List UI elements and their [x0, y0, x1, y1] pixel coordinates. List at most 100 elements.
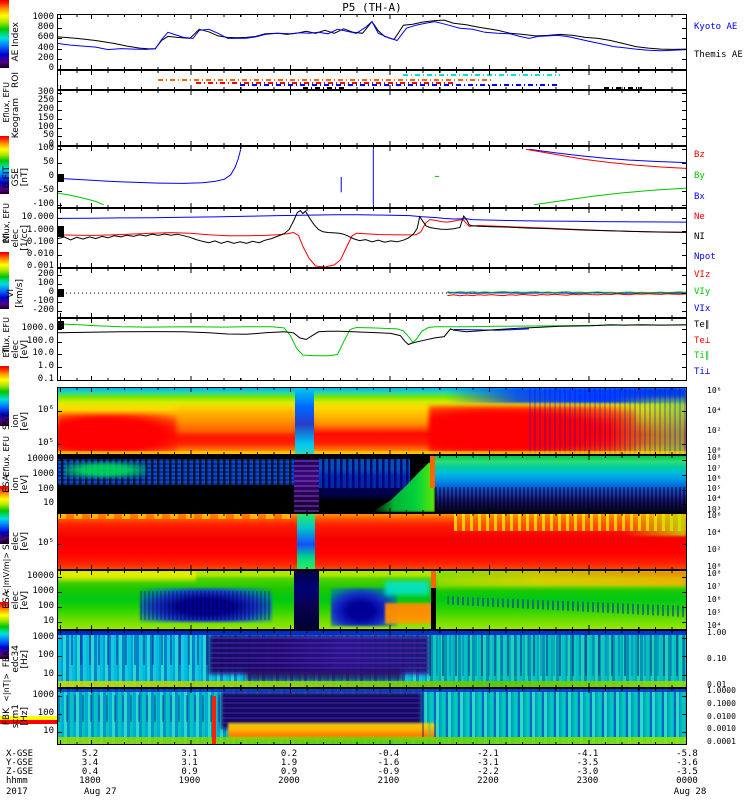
x-tick-marks — [58, 209, 686, 213]
y-tick-mark — [58, 58, 62, 60]
ytick-label: 100 — [37, 143, 54, 154]
y-tick-mark — [58, 118, 62, 120]
lineplot-vi — [58, 291, 686, 297]
series-NI — [58, 209, 686, 244]
y-tick-mark — [58, 460, 62, 462]
x-tick-marks — [58, 91, 686, 93]
y-tick-mark — [682, 713, 686, 715]
legend-Ne: Ne — [694, 212, 705, 222]
ylabel-line: [eV] — [19, 532, 30, 551]
ephemeris-value: 0.4 — [81, 767, 99, 777]
y-tick-mark — [682, 695, 686, 697]
y-tick-mark — [58, 504, 62, 506]
y-tick-mark — [682, 674, 686, 676]
colorbar-tick-label: 0.1000 — [707, 698, 736, 708]
ytick-label: 100 — [37, 707, 54, 718]
y-tick-mark — [58, 48, 62, 50]
ephemeris-value: -2.2 — [477, 767, 499, 777]
colorbar-tick-label: 0.0001 — [707, 736, 736, 746]
y-tick-mark — [58, 713, 62, 715]
y-tick-mark — [682, 118, 686, 120]
ytick-label: 50 — [43, 130, 54, 141]
x-tick-marks — [58, 685, 686, 687]
heatmap-feature — [428, 633, 686, 685]
ytick-label: 1000.0 — [21, 322, 54, 333]
series-Npot — [58, 214, 686, 223]
ytick-label: 10000 — [26, 570, 54, 581]
ephemeris-value: 0.9 — [280, 767, 298, 777]
ylabel-line: [1/cc] — [19, 225, 30, 251]
date-end-label: Aug 28 — [673, 787, 707, 797]
colorbar-tick-label: 1.00 — [707, 628, 727, 638]
y-tick-mark — [682, 48, 686, 50]
y-tick-mark — [682, 101, 686, 103]
ytick-label: 1000 — [32, 631, 54, 642]
heatmap-feature — [139, 588, 272, 623]
heatmap-feature — [428, 633, 686, 676]
ephemeris-value: -0.4 — [377, 749, 400, 759]
heatmap-feature — [422, 691, 686, 738]
ytick-label: 10 — [43, 668, 54, 679]
y-tick-mark — [58, 328, 62, 330]
legend-By: By — [694, 171, 705, 181]
legend-VIz: VIz — [694, 270, 711, 281]
ephemeris-value: -3.0 — [576, 767, 599, 777]
heatmap-feature — [212, 695, 217, 744]
x-tick-marks — [58, 689, 686, 691]
ytick-label: 600 — [37, 32, 54, 43]
y-tick-mark — [682, 190, 686, 192]
x-tick-marks — [58, 388, 686, 390]
panels-container: 1000 800 600 400 200 0 AE Index Kyoto AE Themis … — [0, 0, 743, 745]
heatmap-feature — [177, 407, 297, 435]
ytick-label: 200 — [37, 268, 54, 279]
ytick-label: 400 — [37, 42, 54, 53]
ephemeris-value: -1.6 — [377, 758, 400, 768]
colorbar-tick-label: 10⁸ — [707, 568, 722, 578]
x-tick-marks — [58, 456, 686, 458]
colorbar-unit: <|mV/m|> — [2, 551, 11, 595]
ylabel-line: Keogram — [10, 97, 21, 139]
y-tick-mark — [682, 341, 686, 343]
y-tick-mark — [682, 242, 686, 244]
x-tick-marks — [58, 67, 686, 69]
colorbar-tick-label: 10⁶ — [707, 595, 722, 604]
ylabel-line: [Hz] — [19, 649, 30, 669]
heatmap-feature — [58, 414, 178, 452]
colorbar-esa_elec — [0, 366, 9, 426]
ephemeris-value: 3.4 — [81, 758, 99, 768]
panel-roi — [57, 70, 687, 90]
ytick-label: 0.1 — [37, 374, 54, 384]
y-tick-mark — [682, 591, 686, 593]
y-tick-mark — [682, 544, 686, 546]
ylabel-line: [nT] — [19, 167, 30, 187]
ytick-label: 200 — [37, 52, 54, 63]
ephemeris-value: 1.9 — [280, 758, 298, 768]
y-tick-mark — [58, 254, 62, 256]
y-tick-mark — [682, 38, 686, 40]
y-tick-mark — [58, 28, 62, 30]
x-tick-marks — [58, 689, 686, 693]
ytick-label: 100 — [37, 121, 54, 132]
series-Themis AE — [58, 19, 686, 50]
heatmap-feature — [623, 514, 686, 536]
heatmap-feature — [70, 635, 209, 665]
y-tick-mark — [682, 274, 686, 276]
time-value: 1800 — [79, 776, 101, 786]
ytick-label: -200 — [32, 305, 54, 316]
data-gap-block — [58, 226, 64, 237]
ephemeris-value: -3.6 — [676, 758, 698, 768]
ytick-label: 1.000 — [26, 224, 54, 235]
y-tick-mark — [58, 190, 62, 192]
x-tick-marks — [58, 631, 686, 633]
heatmap-feature — [295, 388, 315, 454]
heatmap-feature — [58, 571, 197, 583]
panel-ylabel-ae: AE Index — [2, 14, 30, 70]
x-tick-marks — [58, 15, 686, 17]
heatmap-feature — [221, 691, 423, 729]
legend-Themis AE: Themis AE — [694, 50, 743, 60]
y-tick-mark — [682, 293, 686, 294]
y-tick-mark — [682, 58, 686, 60]
colorbar-unit: Eflux, EFU — [2, 317, 11, 358]
colorbar-tick-label: 0.01 — [707, 679, 727, 689]
heatmap-feature — [529, 388, 686, 454]
